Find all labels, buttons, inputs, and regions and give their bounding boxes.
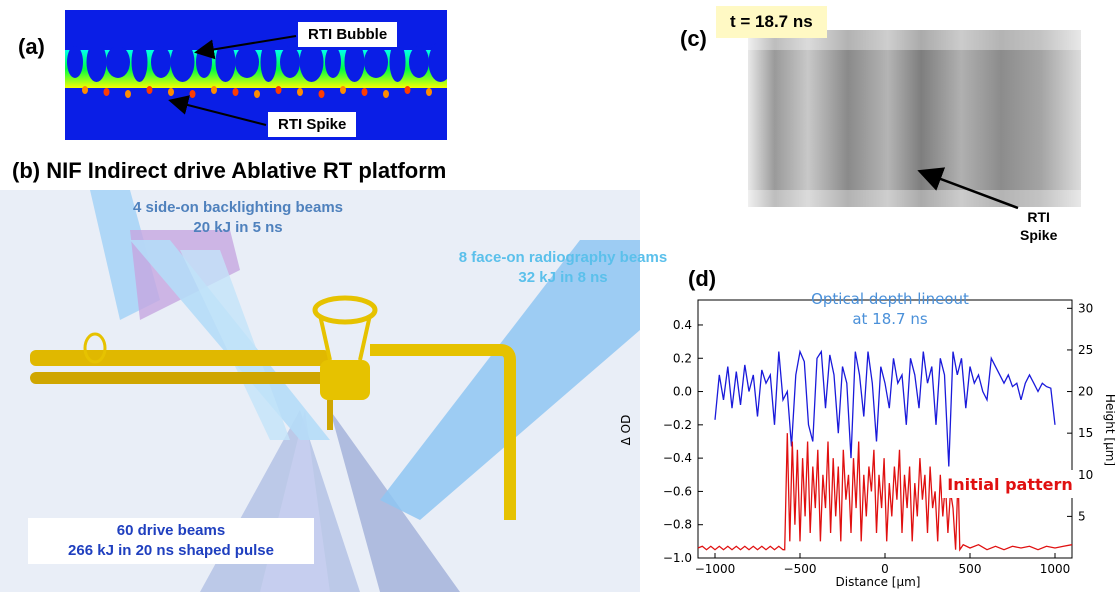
- y-tick-label: 0.2: [673, 351, 692, 365]
- y-tick-label: −0.2: [663, 418, 692, 432]
- radiograph-image: [748, 30, 1081, 207]
- rti-spike-shape: [297, 88, 303, 96]
- series-title-line2: at 18.7 ns: [852, 310, 928, 328]
- rti-bubble-shape: [151, 46, 171, 78]
- backlight-beams-text: 4 side-on backlighting beams 20 kJ in 5 …: [108, 198, 368, 238]
- rti-bubble-shape: [299, 42, 324, 82]
- x-tick-label: 500: [959, 562, 982, 576]
- rti-bubble-shape: [260, 42, 277, 82]
- rti-bubble-shape: [86, 42, 107, 82]
- y2-tick-label: 30: [1078, 301, 1093, 315]
- panel-a-arrows: [168, 35, 297, 126]
- rti-spike-shape: [275, 86, 282, 94]
- rti-bubble-shape: [106, 46, 130, 78]
- rti-bubble-shape: [344, 42, 365, 82]
- y2-axis-label: Height [μm]: [1103, 394, 1115, 466]
- panel-c-label: (c): [680, 26, 707, 51]
- rti-spike-shape: [361, 88, 368, 96]
- x-tick-label: 1000: [1040, 562, 1071, 576]
- radiography-line2: 32 kJ in 8 ns: [518, 269, 608, 286]
- rti-spike-shape: [404, 86, 411, 94]
- y2-tick-label: 20: [1078, 385, 1093, 399]
- rti-spike-shape: [211, 86, 217, 94]
- rti-bubble-shape: [170, 42, 195, 82]
- rti-spike-label-c: RTI Spike: [1020, 208, 1057, 244]
- drive-line1: 60 drive beams: [116, 522, 226, 539]
- backlight-line1: 4 side-on backlighting beams: [132, 199, 344, 216]
- y-tick-label: −0.6: [663, 484, 692, 498]
- rti-bubble-callout: RTI Bubble: [298, 22, 398, 47]
- panel-d-label: (d): [688, 266, 717, 291]
- y-axis-label: Δ OD: [620, 415, 633, 446]
- rti-bubble-shape: [389, 42, 406, 82]
- y-tick-label: −0.4: [663, 451, 692, 465]
- y2-tick-label: 10: [1078, 468, 1093, 482]
- y-tick-label: −1.0: [663, 551, 692, 565]
- x-tick-label: −1000: [695, 562, 736, 576]
- panel-a-label: (a): [18, 34, 45, 59]
- rti-bubble-shape: [364, 46, 388, 78]
- rti-spike-shape: [383, 90, 389, 98]
- y-tick-label: −0.8: [663, 518, 692, 532]
- rti-spike-shape: [318, 90, 325, 98]
- time-label: t = 18.7 ns: [716, 6, 827, 38]
- y-tick-label: 0.4: [673, 318, 692, 332]
- rti-spike-shape: [189, 90, 196, 98]
- rti-spike-callout: RTI Spike: [268, 112, 357, 137]
- radiography-line1: 8 face-on radiography beams: [458, 249, 668, 266]
- panel-c-arrow: [917, 167, 1019, 210]
- rti-bubble-shape: [131, 42, 148, 82]
- rti-spike-shape: [168, 88, 174, 96]
- rti-spike-shape: [103, 88, 110, 96]
- rti-bubble-shape: [67, 46, 83, 78]
- rti-spike-shape: [125, 90, 131, 98]
- backlight-line2: 20 kJ in 5 ns: [193, 219, 283, 236]
- drive-line2: 266 kJ in 20 ns shaped pulse: [68, 542, 274, 559]
- x-tick-label: −500: [784, 562, 817, 576]
- y2-tick-label: 5: [1078, 509, 1086, 523]
- optical-depth-chart: −1000 −500 0 500 1000 −1.0 −0.8 −0.6 −0.4 −0.2 0.0…: [620, 290, 1115, 589]
- rti-spike-shape: [254, 90, 260, 98]
- rti-spike-shape: [146, 86, 153, 94]
- y-tick-label: 0.0: [673, 385, 692, 399]
- initial-pattern-line: [697, 433, 1073, 552]
- rti-bubble-shape: [409, 46, 429, 78]
- rti-spike-c-line2: Spike: [1020, 227, 1058, 243]
- plot-frame: [697, 299, 1073, 559]
- rti-bubble-shape: [215, 42, 236, 82]
- rti-bubble-shape: [325, 46, 341, 78]
- rti-spike-shape: [426, 88, 432, 96]
- rti-spike-shape: [340, 86, 346, 94]
- initial-pattern-label: Initial pattern: [947, 475, 1073, 494]
- rti-spike-c-line1: RTI: [1027, 209, 1050, 225]
- rti-bubble-shape: [235, 46, 259, 78]
- y2-tick-label: 15: [1078, 426, 1093, 440]
- rti-spike-shape: [82, 86, 88, 94]
- x-axis-label: Distance [μm]: [836, 575, 921, 589]
- series-title-line1: Optical depth lineout: [811, 290, 969, 308]
- drive-beams-text: 60 drive beams 266 kJ in 20 ns shaped pu…: [28, 518, 314, 564]
- x-tick-label: 0: [881, 562, 889, 576]
- rti-spike-shape: [232, 88, 239, 96]
- radiography-beams-text: 8 face-on radiography beams 32 kJ in 8 n…: [428, 248, 698, 288]
- y2-tick-label: 25: [1078, 343, 1093, 357]
- optical-depth-line: [714, 349, 1056, 467]
- rti-bubble-shape: [428, 42, 453, 82]
- rti-bubble-shape: [280, 46, 300, 78]
- panel-b-title: (b) NIF Indirect drive Ablative RT platf…: [12, 158, 447, 183]
